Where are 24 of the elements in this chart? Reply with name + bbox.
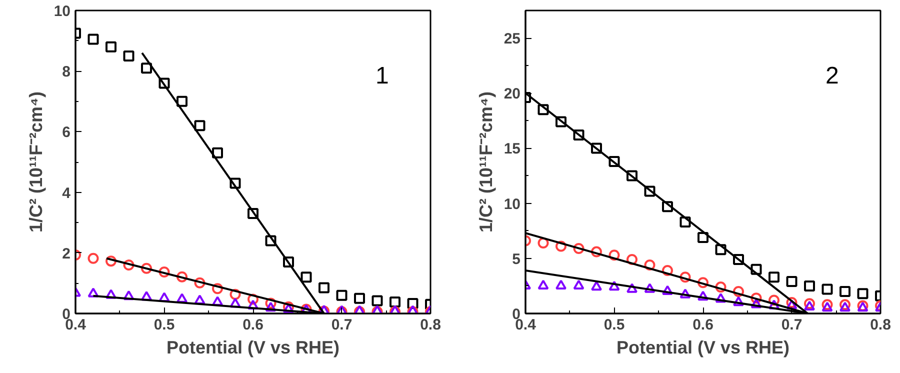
y-axis-title: 1/C² (10¹¹F⁻²cm⁴) <box>26 92 46 232</box>
annotation: 2 <box>826 62 839 90</box>
y-tick-label: 20 <box>504 86 521 103</box>
y-tick-label: 5 <box>512 250 520 268</box>
x-axis-title: Potential (V vs RHE) <box>616 338 790 358</box>
y-axis-title: 1/C² (10¹¹F⁻²cm⁴) <box>476 92 496 232</box>
y-tick-label: 4 <box>62 184 72 202</box>
y-tick-label: 6 <box>62 124 70 142</box>
y-tick-label: 8 <box>62 64 70 81</box>
x-tick-label: 0.7 <box>781 316 802 334</box>
x-tick-label: 0.6 <box>692 316 714 334</box>
x-tick-label: 0.8 <box>420 316 441 334</box>
x-axis-title: Potential (V vs RHE) <box>166 338 340 358</box>
x-tick-label: 0.5 <box>604 316 625 334</box>
y-tick-label: 2 <box>62 245 70 262</box>
y-tick-label: 10 <box>504 196 521 213</box>
y-tick-label: 10 <box>54 3 71 20</box>
x-tick-label: 0.8 <box>870 316 891 334</box>
y-tick-label: 15 <box>504 140 521 158</box>
x-tick-label: 0.7 <box>331 316 352 334</box>
annotation: 1 <box>376 62 389 90</box>
y-tick-label: 25 <box>504 30 521 48</box>
x-tick-label: 0.6 <box>242 316 264 334</box>
x-tick-label: 0.5 <box>154 316 175 334</box>
